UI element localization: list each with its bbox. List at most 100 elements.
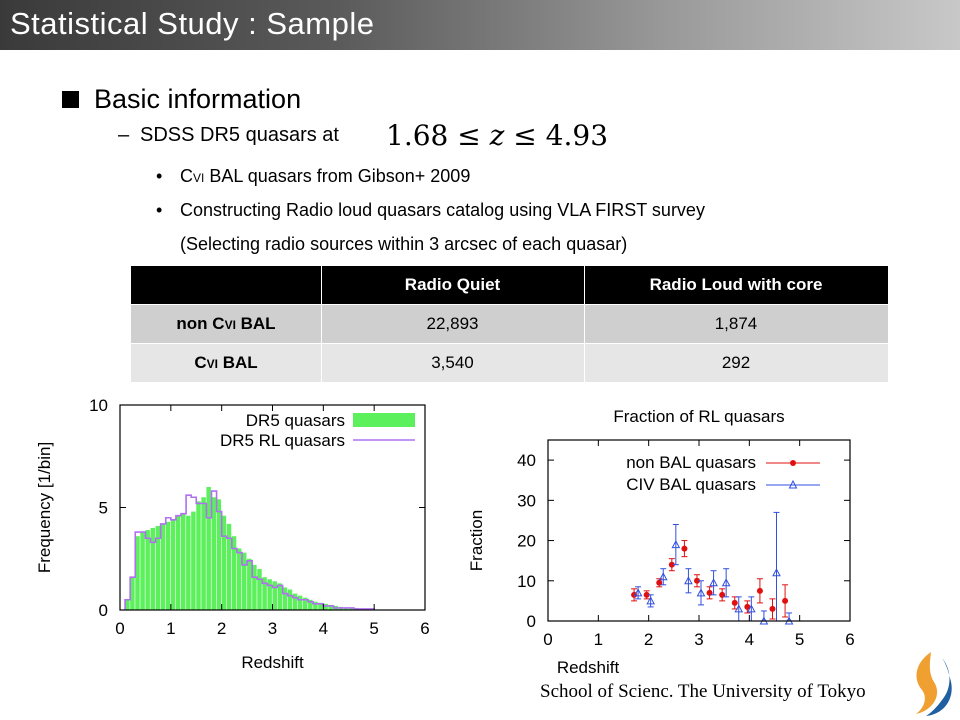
y-tick-label: 30: [517, 491, 536, 510]
x-tick-label: 2: [644, 630, 653, 649]
fraction-xlabel: Redshift: [557, 658, 620, 677]
histogram-ticks: 0 1 2 3 4 5 6 0 5 10: [89, 396, 430, 638]
histogram-bar: [308, 599, 313, 610]
civ-text: BAL quasars from Gibson+ 2009: [204, 166, 471, 186]
math-le-1: ≤: [457, 119, 481, 152]
histogram-bar: [221, 515, 227, 610]
data-point-civ-bal: [658, 572, 668, 581]
histogram-bar: [282, 587, 288, 610]
table-cell: 1,874: [584, 305, 888, 343]
legend-label-civ-bal: CIV BAL quasars: [626, 475, 756, 494]
x-tick-label: 5: [369, 619, 378, 638]
histogram-bar: [252, 564, 257, 610]
data-point-non-bal: [744, 603, 751, 610]
x-tick-label: 3: [268, 619, 277, 638]
data-point-non-bal: [656, 579, 663, 586]
histogram-bar: [323, 603, 328, 610]
bullet-level2-text: SDSS DR5 quasars at: [140, 124, 339, 146]
fraction-legend: non BAL quasars CIV BAL quasars: [626, 453, 820, 494]
civ-small: VI: [193, 171, 205, 185]
x-tick-label: 1: [594, 630, 603, 649]
title-bar: Statistical Study : Sample: [0, 0, 960, 50]
histogram-bar: [160, 523, 166, 610]
table-divider: [584, 266, 585, 382]
slide-title: Statistical Study : Sample: [10, 6, 375, 41]
data-point-non-bal: [731, 599, 738, 606]
data-point-civ-bal: [646, 596, 656, 605]
histogram-ylabel: Frequency [1/bin]: [35, 442, 54, 573]
histogram-bar: [343, 607, 349, 610]
histogram-bar: [318, 602, 323, 610]
histogram-bar: [135, 536, 140, 610]
redshift-range-math: 1.68 ≤ z ≤ 4.93: [386, 119, 608, 152]
data-point-non-bal: [681, 545, 688, 552]
histogram-bar: [303, 597, 308, 610]
dot-bullet: •: [156, 200, 163, 220]
histogram-bar: [130, 577, 135, 610]
y-tick-label: 10: [89, 396, 108, 415]
bullet-level3-3-text: (Selecting radio sources within 3 arcsec…: [180, 234, 628, 254]
histogram-bar: [292, 593, 298, 610]
data-point-civ-bal: [721, 578, 731, 587]
row-label-prefix: non C: [176, 314, 225, 333]
data-point-civ-bal: [772, 568, 781, 577]
histogram-bar: [125, 599, 130, 610]
x-tick-label: 6: [420, 619, 429, 638]
math-le-2: ≤: [513, 119, 537, 152]
histogram-chart: 0 1 2 3 4 5 6 0 5 10 Redshift Frequency [1/bin] D…: [35, 396, 430, 672]
y-tick-label: 40: [517, 451, 536, 470]
legend-label-dr5: DR5 quasars: [246, 411, 345, 430]
math-upper: 4.93: [545, 119, 609, 152]
fraction-ylabel: Fraction: [467, 510, 486, 571]
table-row: non CVI BAL 22,893 1,874: [131, 305, 888, 343]
data-point-non-bal: [694, 577, 700, 584]
dash-bullet: –: [118, 124, 130, 146]
table-header-empty: [131, 266, 321, 304]
rl-quasars-step-line: [124, 490, 375, 610]
y-tick-label: 10: [517, 572, 536, 591]
x-tick-label: 1: [166, 619, 175, 638]
table-header-row: Radio Quiet Radio Loud with core: [131, 266, 888, 304]
row-label-suffix: BAL: [235, 314, 276, 333]
bullet-level3-2-text: Constructing Radio loud quasars catalog …: [180, 200, 705, 220]
square-bullet-icon: [62, 91, 79, 108]
sample-table: Radio Quiet Radio Loud with core non CVI…: [131, 266, 888, 382]
data-point-civ-bal: [696, 588, 706, 597]
y-tick-label: 0: [99, 601, 108, 620]
histogram-bar: [196, 501, 201, 610]
data-point-civ-bal: [633, 588, 643, 597]
histogram-bar: [165, 521, 171, 610]
bullet-level1-text: Basic information: [94, 84, 302, 114]
histogram-bar: [313, 601, 318, 610]
x-tick-label: 2: [217, 619, 226, 638]
histogram-bar: [277, 583, 283, 610]
data-point-civ-bal: [746, 604, 756, 613]
histogram-bar: [242, 552, 247, 610]
table-header-radio-quiet: Radio Quiet: [321, 266, 584, 304]
histogram-bar: [175, 515, 181, 610]
data-point-non-bal: [769, 605, 776, 612]
histogram-bar: [267, 579, 272, 610]
histogram-bar: [211, 497, 216, 610]
x-tick-label: 4: [745, 630, 754, 649]
civ-prefix: C: [180, 166, 193, 186]
y-tick-label: 0: [527, 612, 536, 631]
x-tick-label: 0: [543, 630, 552, 649]
row-label-prefix: C: [194, 353, 207, 372]
histogram-bar: [186, 515, 191, 610]
histogram-bar: [170, 519, 176, 610]
legend-marker-civ-bal: [788, 479, 798, 489]
histogram-bar: [272, 581, 277, 610]
data-point-non-bal: [719, 591, 726, 598]
histogram-xlabel: Redshift: [241, 653, 304, 672]
row-label-small: VI: [224, 318, 236, 332]
footer-institution: School of Scienc. The University of Toky…: [540, 681, 866, 702]
fraction-ticks: 0 1 2 3 4 5 6 0 10 20 30 40: [517, 440, 855, 649]
histogram-bar: [236, 548, 242, 610]
histogram-bar: [206, 487, 211, 610]
data-point-non-bal: [706, 589, 713, 596]
dot-bullet: •: [156, 166, 163, 186]
histogram-bar: [231, 536, 237, 610]
x-tick-label: 0: [115, 619, 124, 638]
histogram-bar: [191, 511, 196, 610]
